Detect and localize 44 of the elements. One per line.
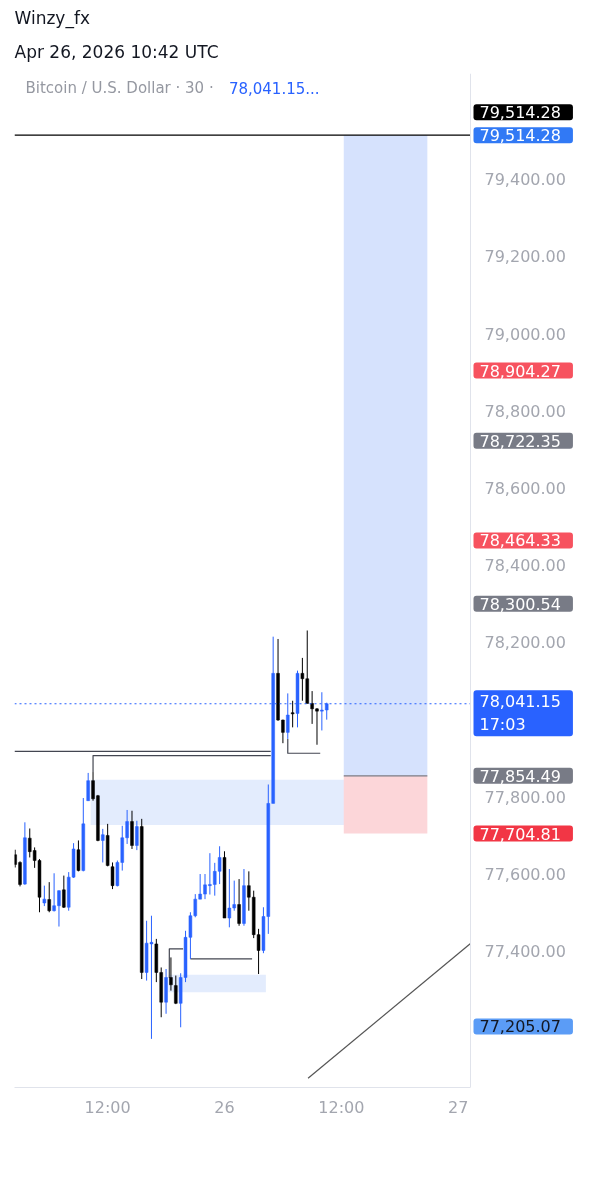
y-tick-label: 79,200.00 xyxy=(484,247,566,267)
candlestick xyxy=(62,875,66,909)
y-tick-label: 79,400.00 xyxy=(484,170,566,190)
candlestick xyxy=(130,810,134,850)
candlestick xyxy=(76,839,81,872)
y-tick-label: 78,800.00 xyxy=(484,401,566,421)
candlestick xyxy=(135,820,139,851)
candlestick xyxy=(174,975,178,1005)
x-tick-label: 27 xyxy=(447,1097,469,1117)
x-tick-label: 12:00 xyxy=(84,1097,131,1117)
ref-line-label: 78,041.15 17:03 xyxy=(479,692,561,735)
y-tick-label: 77,600.00 xyxy=(484,865,566,885)
y2-tick-label: 78,904.27 xyxy=(479,361,561,381)
candlestick xyxy=(290,700,295,728)
annotation: Bitcoin / U.S. Dollar · 30 · xyxy=(25,78,214,97)
x-tick-label: 26 xyxy=(214,1097,235,1117)
y-tick-label: 78,200.00 xyxy=(484,633,566,653)
x-tick-label: 12:00 xyxy=(318,1097,365,1117)
candlestick xyxy=(227,868,232,928)
y-tick-label: 78,400.00 xyxy=(484,556,566,576)
y2-tick-label: 77,854.49 xyxy=(479,766,561,786)
candlestick xyxy=(217,845,222,885)
candlestick xyxy=(237,878,241,927)
y-tick-label: 78,600.00 xyxy=(484,479,566,499)
candlestick xyxy=(169,956,173,992)
chart-title: Winzy_fx xyxy=(14,7,90,29)
y-tick-label: 79,000.00 xyxy=(484,324,566,344)
y2-tick-label: 78,300.54 xyxy=(479,594,561,614)
y2-tick-label: 77,205.07 xyxy=(479,1017,561,1037)
y2-tick-label: 79,514.28 xyxy=(479,126,561,146)
y-tick-label: 77,800.00 xyxy=(484,787,566,807)
annotation: 78,041.15... xyxy=(228,79,320,98)
candlestick xyxy=(47,881,51,913)
ref-line-label: 79,514.28 xyxy=(479,103,561,123)
candlestick xyxy=(101,828,105,863)
chart-subtitle: Apr 26, 2026 10:42 UTC xyxy=(14,41,219,62)
y2-tick-label: 77,704.81 xyxy=(479,824,561,844)
y2-tick-label: 78,722.35 xyxy=(479,431,561,451)
candlestick xyxy=(42,885,47,907)
candlestick xyxy=(110,861,115,890)
y-tick-label: 77,400.00 xyxy=(484,942,566,962)
candlestick xyxy=(86,772,90,802)
y2-tick-label: 78,464.33 xyxy=(479,531,561,551)
candlestick xyxy=(300,657,305,702)
